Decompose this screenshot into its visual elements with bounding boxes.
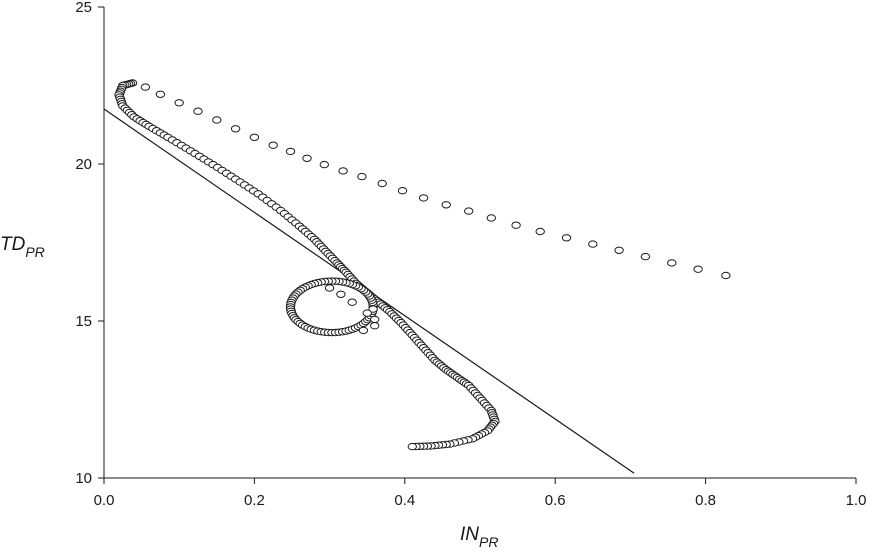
- data-points: [114, 79, 731, 451]
- data-point: [418, 194, 429, 202]
- data-point: [230, 125, 241, 133]
- y-tick-label: 15: [75, 313, 92, 330]
- data-point: [324, 284, 335, 292]
- data-point: [407, 442, 417, 451]
- data-point: [285, 147, 296, 156]
- data-point: [535, 227, 545, 236]
- x-axis-title-sub: PR: [479, 534, 498, 550]
- y-tick-label: 20: [75, 156, 92, 173]
- data-point: [368, 305, 378, 313]
- data-point: [561, 234, 572, 242]
- x-tick-label: 0.4: [394, 492, 415, 509]
- x-tick-label: 0.2: [244, 492, 265, 509]
- x-tick-label: 0.6: [545, 492, 566, 509]
- y-axis-title-sub: PR: [25, 244, 44, 260]
- x-tick-label: 1.0: [846, 492, 867, 509]
- data-point: [212, 116, 222, 124]
- data-point: [441, 201, 451, 209]
- y-axis-title: TDPR: [0, 234, 45, 260]
- data-point: [193, 107, 203, 115]
- data-point: [362, 309, 372, 317]
- data-point: [174, 99, 184, 107]
- data-point: [693, 265, 703, 273]
- data-point: [155, 90, 166, 99]
- x-ticks: 0.0 0.2 0.4 0.6 0.8 1.0: [94, 478, 867, 509]
- data-point: [511, 221, 521, 229]
- data-point: [640, 252, 651, 261]
- data-point: [397, 187, 408, 195]
- data-point: [249, 133, 260, 142]
- data-point: [667, 259, 677, 267]
- data-point: [377, 179, 387, 188]
- data-point: [721, 271, 731, 280]
- data-point: [268, 141, 278, 149]
- data-point: [614, 246, 624, 255]
- x-axis-title-main: IN: [460, 524, 479, 545]
- data-point: [319, 160, 329, 169]
- data-point: [370, 315, 380, 324]
- data-point: [357, 172, 367, 181]
- y-ticks: 10 15 20 25: [75, 0, 104, 487]
- data-point: [358, 326, 369, 335]
- y-tick-label: 25: [75, 0, 92, 16]
- data-point: [338, 167, 348, 175]
- data-point: [464, 207, 474, 215]
- data-point: [370, 322, 380, 330]
- x-tick-label: 0.0: [94, 492, 115, 509]
- y-axis-title-main: TD: [0, 234, 26, 255]
- data-point: [588, 240, 598, 248]
- y-axis: 10 15 20 25: [75, 0, 105, 487]
- data-point: [486, 214, 496, 222]
- x-tick-label: 0.8: [695, 492, 716, 509]
- x-axis: 0.0 0.2 0.4 0.6 0.8 1.0: [94, 477, 867, 509]
- data-point: [302, 154, 312, 163]
- data-point: [347, 298, 357, 306]
- x-axis-title: INPR: [460, 524, 498, 550]
- data-point: [336, 290, 346, 298]
- y-tick-label: 10: [75, 470, 92, 487]
- data-point: [140, 83, 151, 91]
